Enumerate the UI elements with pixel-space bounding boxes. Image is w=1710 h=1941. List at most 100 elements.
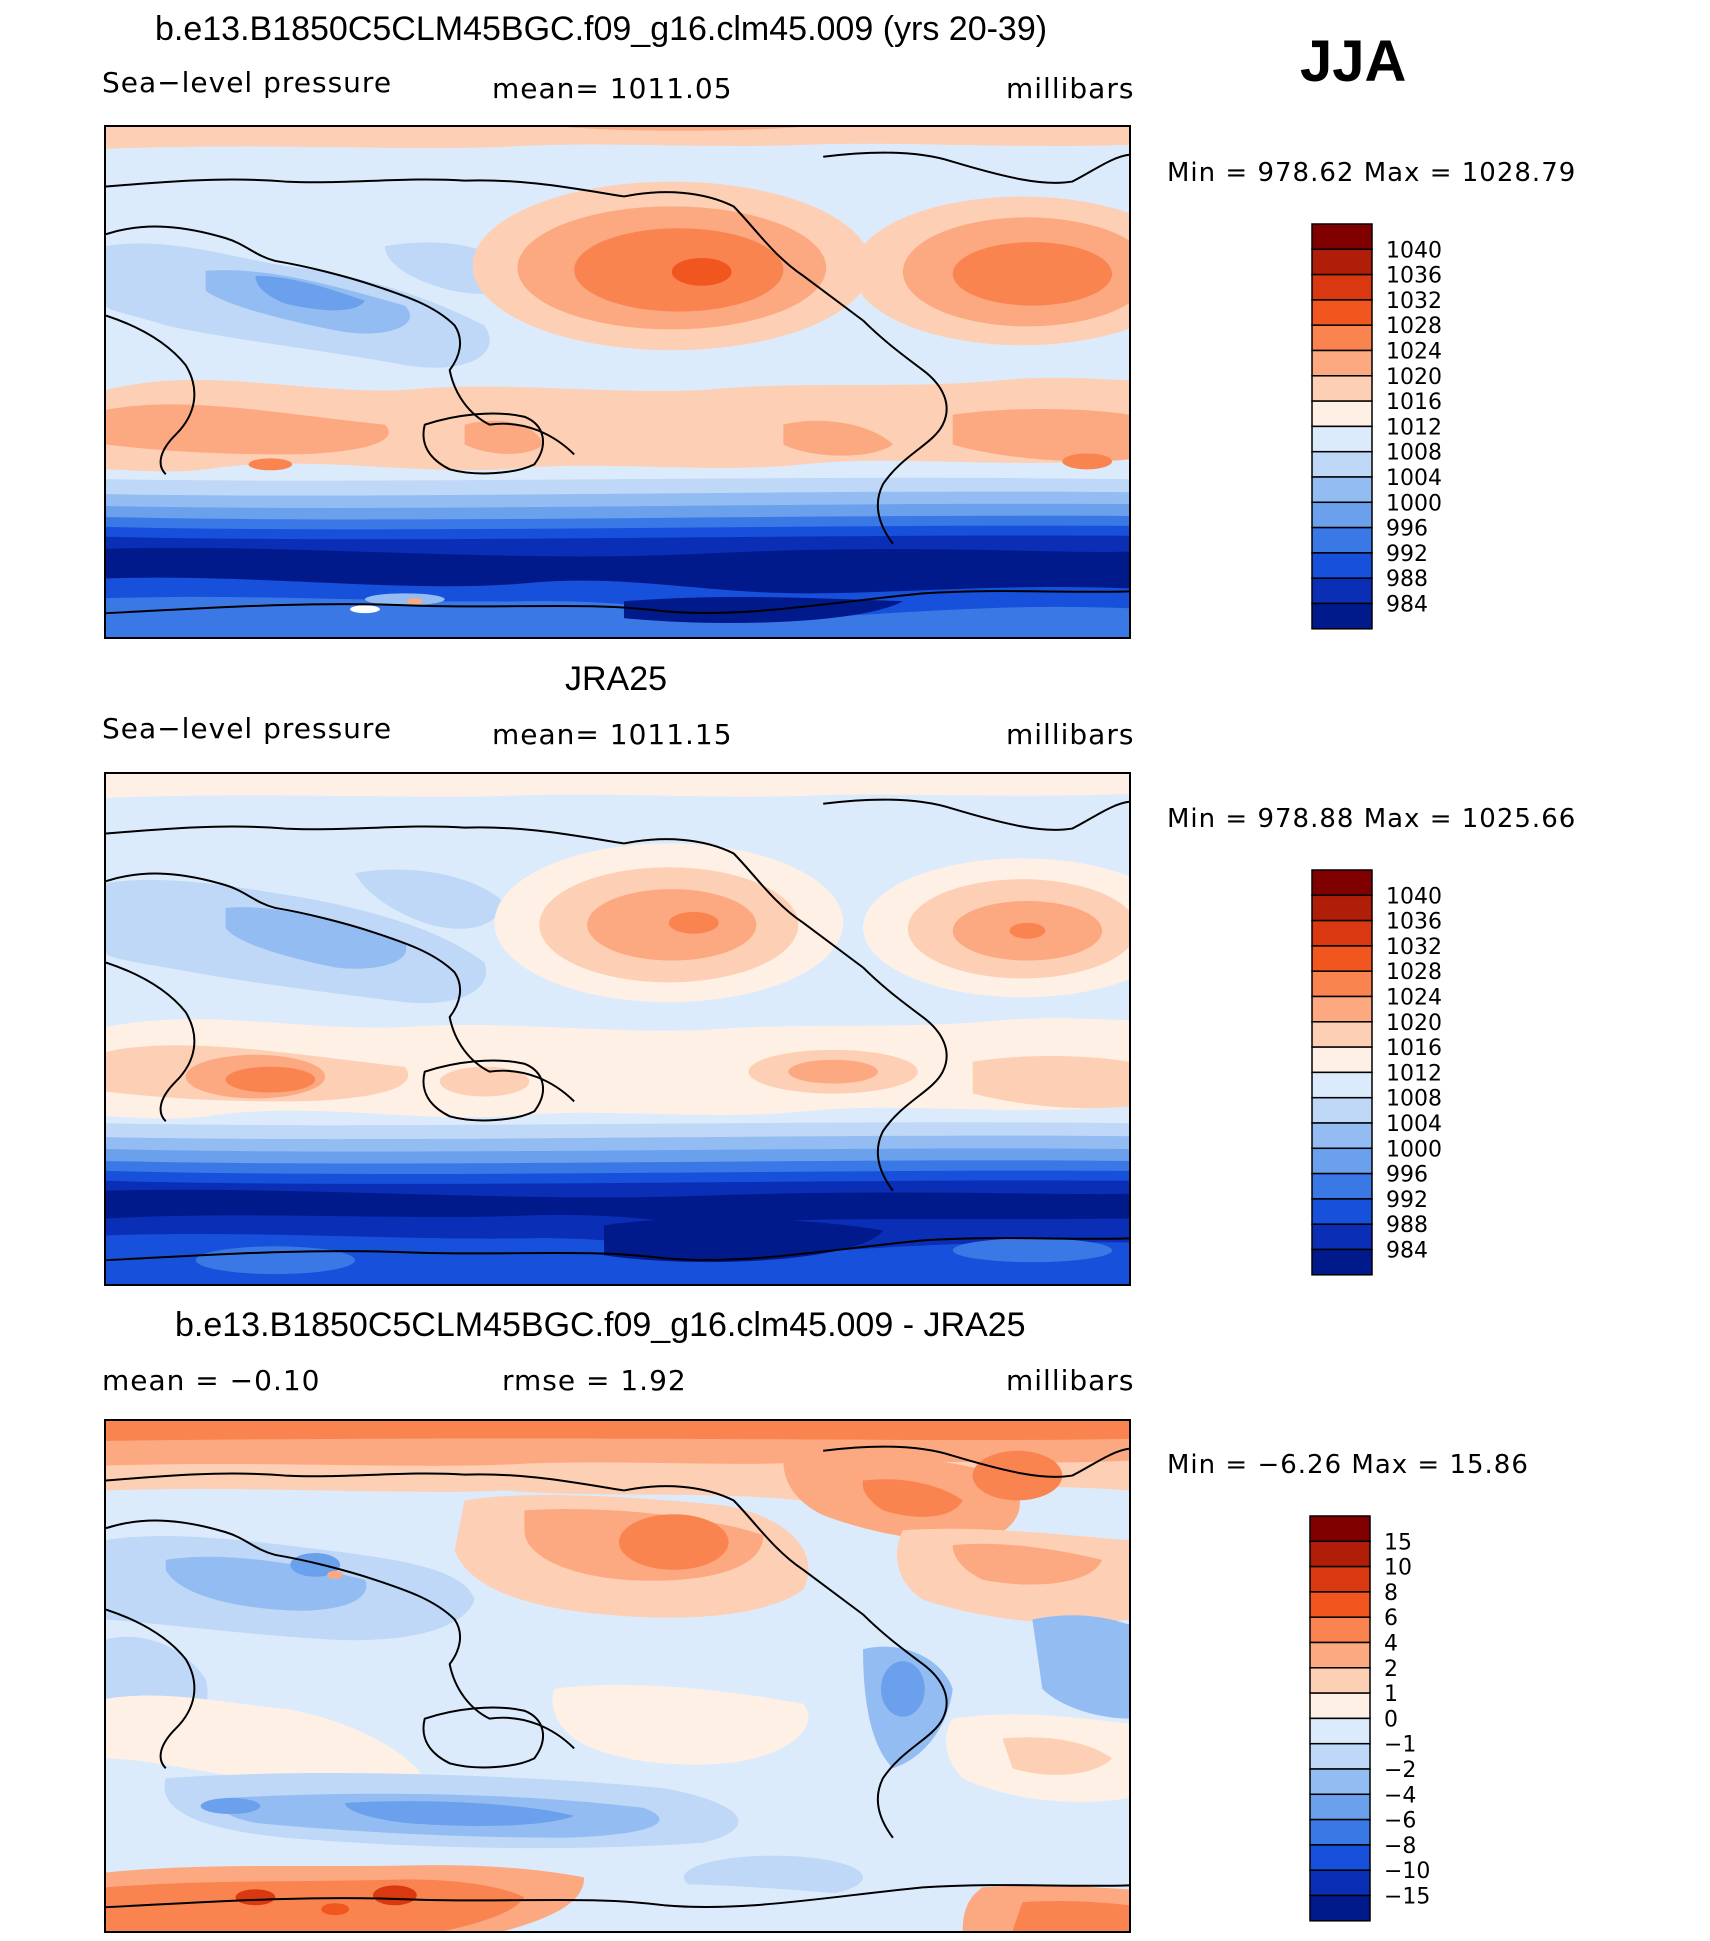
colorbar-label: 984: [1386, 593, 1428, 618]
colorbar-box: [1311, 1172, 1373, 1200]
colorbar-box: [1311, 894, 1373, 922]
colorbar-label: 1: [1384, 1682, 1398, 1707]
season-label: JJA: [1300, 29, 1407, 94]
colorbar-label: 8: [1384, 1581, 1398, 1606]
colorbar-box: [1311, 501, 1373, 529]
colorbar-label: 1028: [1386, 960, 1442, 985]
colorbar-box: [1311, 299, 1373, 326]
panel-3-minmax: Min = −6.26 Max = 15.86: [1167, 1450, 1529, 1480]
colorbar-label: −1: [1384, 1733, 1416, 1758]
panel-1-mean-label: mean= 1011.05: [492, 72, 733, 105]
panel-3-units-label: millibars: [1006, 1364, 1135, 1397]
colorbar-box: [1309, 1641, 1371, 1669]
colorbar-box: [1311, 1096, 1373, 1124]
colorbar-label: 10: [1384, 1556, 1412, 1581]
colorbar-box: [1311, 552, 1373, 579]
colorbar-label: 1036: [1386, 264, 1442, 289]
colorbar-box: [1311, 425, 1373, 453]
colorbar-label: 1012: [1386, 415, 1442, 440]
colorbar-label: −6: [1384, 1809, 1416, 1834]
colorbar-box: [1311, 869, 1373, 897]
colorbar-box: [1311, 349, 1373, 377]
colorbar-box: [1309, 1540, 1371, 1568]
colorbar-label: 1000: [1386, 1137, 1442, 1162]
colorbar-box: [1309, 1742, 1371, 1770]
panel-2-mean-label: mean= 1011.15: [492, 718, 733, 751]
colorbar-label: 15: [1384, 1530, 1412, 1555]
colorbar-label: 992: [1386, 1188, 1428, 1213]
colorbar-label: 1008: [1386, 1087, 1442, 1112]
panel-1-units-label: millibars: [1006, 72, 1135, 105]
colorbar-label: 1020: [1386, 1011, 1442, 1036]
colorbar-label: 1028: [1386, 314, 1442, 339]
colorbar-label: 1036: [1386, 910, 1442, 935]
colorbar-label: −15: [1384, 1885, 1430, 1910]
panel-2-variable-label: Sea−level pressure: [102, 712, 393, 745]
colorbar-box: [1311, 1122, 1373, 1150]
colorbar-label: 4: [1384, 1632, 1398, 1657]
colorbar-label: 1020: [1386, 365, 1442, 390]
colorbar-box: [1309, 1692, 1371, 1720]
panel-3-colorbar: 15 10 8 6 4 2 1 0 −1 −2 −4 −6 −8 −10 −15: [1308, 1514, 1430, 1924]
colorbar-box: [1309, 1768, 1371, 1796]
colorbar-box: [1311, 945, 1373, 972]
colorbar-box: [1311, 577, 1373, 605]
colorbar-label: 996: [1386, 517, 1428, 542]
colorbar-label: 992: [1386, 542, 1428, 567]
colorbar-box: [1311, 995, 1373, 1023]
colorbar-box: [1311, 273, 1373, 301]
colorbar-label: 1012: [1386, 1061, 1442, 1086]
panel-1-minmax: Min = 978.62 Max = 1028.79: [1167, 158, 1577, 188]
panel-1-variable-label: Sea−level pressure: [102, 66, 393, 99]
panel-1-map: [104, 125, 1131, 639]
colorbar-box: [1311, 450, 1373, 478]
panel-3-map: [104, 1419, 1131, 1933]
colorbar-box: [1311, 1223, 1373, 1251]
colorbar-label: 1004: [1386, 1112, 1442, 1137]
colorbar-box: [1311, 1198, 1373, 1225]
colorbar-box: [1311, 526, 1373, 554]
colorbar-box: [1311, 375, 1373, 402]
colorbar-box: [1309, 1717, 1371, 1745]
colorbar-label: 988: [1386, 1213, 1428, 1238]
colorbar-label: 1008: [1386, 441, 1442, 466]
panel-2-units-label: millibars: [1006, 718, 1135, 751]
panel-2-map: [104, 772, 1131, 1286]
panel-1-colorbar: 1040 1036 1032 1028 1024 1020 1016 1012 1008 1004…: [1310, 222, 1442, 632]
colorbar-box: [1309, 1515, 1371, 1543]
panel-3-mean-label: mean = −0.10: [102, 1364, 321, 1397]
colorbar-label: 1032: [1386, 935, 1442, 960]
colorbar-box: [1311, 970, 1373, 998]
colorbar-box: [1309, 1565, 1371, 1593]
colorbar-box: [1311, 476, 1373, 504]
colorbar-box: [1309, 1591, 1371, 1618]
colorbar-box: [1309, 1818, 1371, 1846]
colorbar-label: 1000: [1386, 491, 1442, 516]
colorbar-label: −8: [1384, 1834, 1416, 1859]
colorbar-label: 1024: [1386, 340, 1442, 365]
colorbar-label: 6: [1384, 1606, 1398, 1631]
colorbar-label: 1032: [1386, 289, 1442, 314]
colorbar-box: [1309, 1844, 1371, 1871]
colorbar-label: 1016: [1386, 390, 1442, 415]
colorbar-box: [1311, 324, 1373, 352]
colorbar-label: −10: [1384, 1859, 1430, 1884]
panel-3-rmse-label: rmse = 1.92: [502, 1364, 687, 1397]
colorbar-box: [1311, 248, 1373, 276]
colorbar-label: 1024: [1386, 986, 1442, 1011]
colorbar-box: [1311, 400, 1373, 428]
panel-1-title: b.e13.B1850C5CLM45BGC.f09_g16.clm45.009 …: [155, 10, 1048, 48]
colorbar-box: [1309, 1793, 1371, 1821]
colorbar-label: 1040: [1386, 238, 1442, 263]
colorbar-box: [1309, 1667, 1371, 1694]
colorbar-label: −2: [1384, 1758, 1416, 1783]
colorbar-box: [1309, 1869, 1371, 1897]
colorbar-box: [1311, 1071, 1373, 1099]
colorbar-box: [1309, 1894, 1371, 1922]
colorbar-label: 2: [1384, 1657, 1398, 1682]
colorbar-box: [1311, 1046, 1373, 1074]
colorbar-label: 1004: [1386, 466, 1442, 491]
colorbar-label: 1016: [1386, 1036, 1442, 1061]
colorbar-label: 984: [1386, 1239, 1428, 1264]
colorbar-box: [1311, 1021, 1373, 1048]
